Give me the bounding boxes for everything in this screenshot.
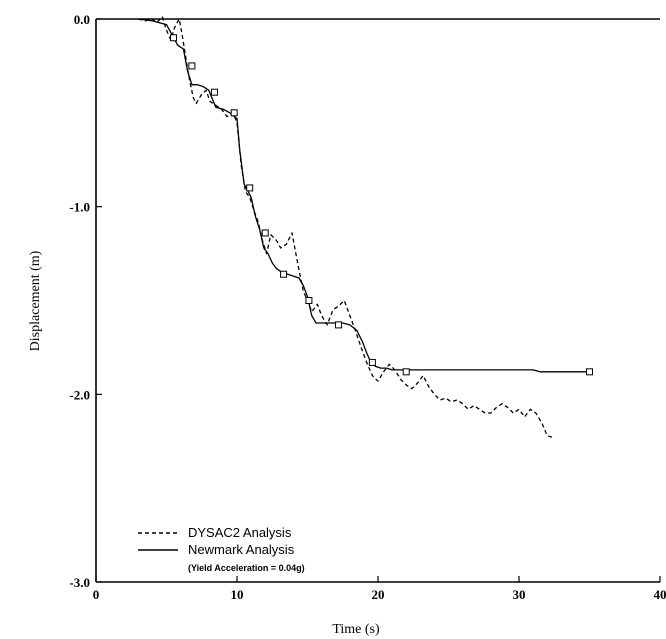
y-axis-title: Displacement (m) bbox=[28, 250, 43, 351]
data-point-marker bbox=[261, 229, 269, 237]
ticks: 0 10 20 30 40 0.0 -1.0 -2.0 -3.0 bbox=[69, 12, 666, 602]
markers-layer bbox=[170, 34, 593, 376]
data-point-marker bbox=[280, 270, 288, 278]
x-tick-label: 20 bbox=[372, 587, 385, 602]
data-point-marker bbox=[305, 297, 313, 304]
series-dysac2-line bbox=[138, 16, 554, 439]
data-point-marker bbox=[246, 184, 254, 192]
data-point-marker bbox=[402, 368, 410, 376]
series-layer bbox=[138, 16, 590, 439]
legend: DYSAC2 Analysis Newmark Analysis (Yield … bbox=[138, 525, 305, 573]
legend-note: (Yield Acceleration = 0.04g) bbox=[188, 563, 305, 573]
data-point-marker bbox=[188, 62, 196, 70]
data-point-marker bbox=[368, 358, 376, 366]
axes bbox=[95, 18, 660, 583]
x-tick-label: 0 bbox=[93, 587, 100, 602]
y-tick-label: -2.0 bbox=[69, 387, 90, 402]
data-point-marker bbox=[210, 88, 218, 96]
y-tick-label: -1.0 bbox=[69, 200, 90, 215]
y-tick-label: 0.0 bbox=[74, 12, 90, 27]
data-point-marker bbox=[586, 368, 593, 376]
x-tick-label: 30 bbox=[513, 587, 526, 602]
x-tick-label: 10 bbox=[231, 587, 244, 602]
x-axis-title: Time (s) bbox=[332, 622, 380, 637]
legend-label-dysac2: DYSAC2 Analysis bbox=[188, 525, 292, 540]
series-newmark-line bbox=[138, 18, 590, 373]
x-tick-label: 40 bbox=[654, 587, 666, 602]
data-point-marker bbox=[335, 321, 343, 329]
data-point-marker bbox=[230, 109, 238, 117]
data-point-marker bbox=[170, 34, 178, 42]
y-tick-label: -3.0 bbox=[69, 575, 90, 590]
legend-label-newmark: Newmark Analysis bbox=[188, 542, 295, 557]
